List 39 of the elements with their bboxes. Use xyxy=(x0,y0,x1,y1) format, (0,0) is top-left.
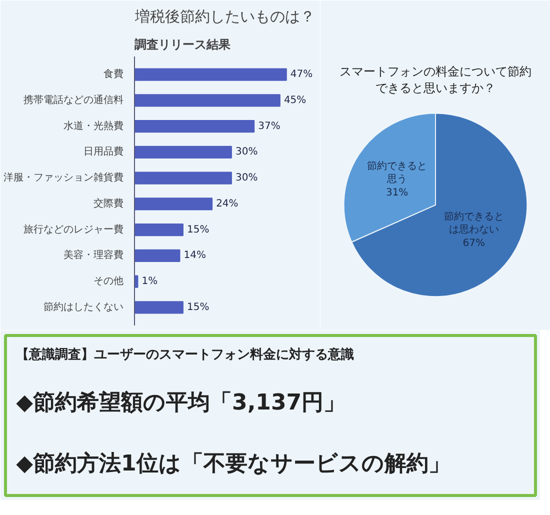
text: 【意識調査】ユーザーのスマートフォン料金に対する意識 xyxy=(16,346,354,363)
bar xyxy=(134,146,232,159)
text: 調査リリース結果 xyxy=(134,38,232,52)
bar xyxy=(134,94,280,107)
data-label: 1% xyxy=(142,276,158,288)
data-label: 24% xyxy=(216,198,238,210)
data-label: 37% xyxy=(258,120,280,132)
bar xyxy=(134,301,184,314)
chart-title: スマートフォンの料金について節約できると思いますか？ xyxy=(340,64,532,96)
y-tick-label: 携帯電話などの通信料 xyxy=(24,94,124,106)
text: ◆節約希望額の平均「3,137円」 xyxy=(16,390,346,416)
bar xyxy=(134,68,287,81)
text: ◆節約方法1位は「不要なサービスの解約」 xyxy=(16,450,450,476)
slice-label: 節約できるとは思わない xyxy=(444,212,504,236)
y-tick-label: 洋服・ファッション雑貨費 xyxy=(4,172,124,184)
data-label: 30% xyxy=(235,172,258,184)
y-tick-label: 旅行などのレジャー費 xyxy=(24,223,124,236)
chart-title: 増税後節約したいものは？ xyxy=(134,8,315,26)
data-label: 15% xyxy=(186,224,210,236)
bar xyxy=(134,223,184,236)
y-tick-label: 日用品費 xyxy=(84,146,124,158)
y-tick-label: 水道・光熱費 xyxy=(64,120,124,132)
y-tick-label: 食費 xyxy=(104,68,124,80)
bar xyxy=(134,249,180,262)
slice-label: 節約できると思う xyxy=(367,160,428,186)
data-label: 45% xyxy=(284,94,306,106)
data-label: 47% xyxy=(290,69,313,80)
data-label: 14% xyxy=(184,250,206,262)
data-label: 31% xyxy=(386,187,408,198)
bar xyxy=(134,198,213,210)
y-tick-label: 交際費 xyxy=(94,197,124,210)
data-label: 67% xyxy=(462,238,486,249)
bar xyxy=(134,120,255,133)
y-tick-label: 美容・理容費 xyxy=(64,249,124,262)
y-tick-label: 節約はしたくない xyxy=(44,302,124,313)
data-label: 30% xyxy=(235,146,258,158)
y-tick-label: その他 xyxy=(94,275,124,288)
bar xyxy=(134,172,232,184)
data-label: 15% xyxy=(186,302,210,313)
